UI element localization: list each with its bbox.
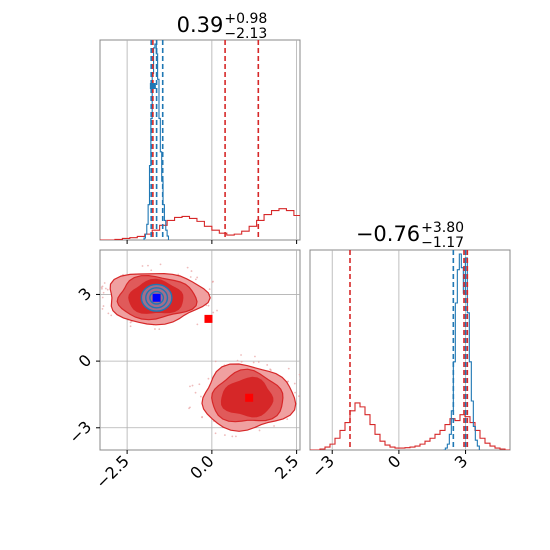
joint-sample-point: [102, 291, 105, 294]
joint-sample-point: [299, 377, 300, 379]
joint-sample-point: [287, 380, 290, 383]
joint-sample-point: [293, 382, 296, 385]
joint-sample-point: [240, 354, 242, 356]
joint-sample-point: [96, 284, 98, 286]
marginal-param2-red-hist: [310, 402, 510, 450]
joint-sample-point: [212, 280, 214, 283]
joint-sample-point: [223, 434, 226, 436]
title-param2: −0.76: [356, 222, 420, 246]
title-param1-plus: +0.98: [224, 11, 267, 27]
joint-sample-point: [150, 269, 153, 272]
joint-sample-point: [214, 360, 217, 363]
joint-sample-point: [129, 321, 132, 324]
joint-sample-point: [196, 323, 199, 326]
joint-sample-point: [191, 384, 194, 387]
joint-sample-point: [257, 361, 260, 363]
joint-sample-point: [103, 282, 106, 284]
joint-sample-point: [294, 391, 297, 394]
joint-sample-point: [101, 296, 104, 299]
joint-sample-point: [252, 361, 255, 364]
marginal-param1-blue-marker: [149, 83, 156, 89]
joint-blue-contour-1: [145, 287, 169, 309]
joint-sample-point: [207, 304, 210, 307]
joint-sample-point: [212, 311, 215, 314]
joint-sample-point: [301, 390, 303, 392]
joint-sample-point: [216, 309, 218, 312]
joint-sample-point: [129, 325, 132, 328]
joint-sample-point: [101, 285, 104, 288]
joint-sample-point: [198, 383, 201, 386]
joint-sample-point: [104, 287, 107, 290]
joint-frame: [99, 249, 301, 451]
joint-sample-point: [101, 307, 104, 310]
joint-y-tick-label-1: 0: [75, 351, 96, 372]
joint-sample-point: [269, 369, 272, 371]
joint-sample-point: [304, 395, 306, 397]
joint-sample-point: [147, 264, 149, 267]
title-param2-minus: −1.17: [421, 235, 464, 251]
joint-x-tick-label-2: 2.5: [271, 451, 302, 482]
joint-sample-point: [106, 288, 109, 291]
joint-sample-point: [287, 367, 290, 370]
joint-x-tick-label-0: −2.5: [92, 451, 133, 492]
title-param2-plus: +3.80: [421, 220, 464, 236]
joint-sample-point: [201, 416, 203, 419]
joint-sample-point: [236, 359, 239, 362]
joint-sample-point: [102, 305, 105, 307]
joint-sample-point: [208, 288, 211, 291]
title-param2-main: −0.76: [356, 222, 420, 246]
title-param1-main: 0.39: [177, 13, 224, 37]
joint-sample-point: [158, 328, 161, 331]
marginal-param2-blue-hist: [443, 253, 480, 450]
joint-sample-point: [189, 276, 192, 278]
joint-y-tick-label-0: −3: [65, 417, 95, 447]
joint-sample-point: [266, 364, 269, 366]
joint-sample-point: [240, 360, 243, 363]
joint-sample-point: [286, 418, 289, 421]
joint-sample-point: [194, 391, 197, 394]
marginal-param2-x-tick-label-1: 0: [384, 451, 405, 472]
joint-sample-point: [258, 429, 261, 432]
marginal-param2-x-tick-label-2: 3: [451, 451, 472, 472]
joint-sample-point: [298, 395, 300, 398]
joint-sample-point: [186, 266, 189, 269]
joint-y-tick-label-2: 3: [75, 284, 96, 305]
joint-sample-point: [188, 407, 190, 410]
joint-sample-point: [199, 395, 202, 398]
joint-sample-point: [159, 263, 162, 266]
joint-sample-point: [141, 265, 144, 267]
joint-sample-point: [190, 270, 193, 272]
joint-sample-point: [154, 328, 156, 330]
joint-sample-point: [214, 432, 217, 435]
joint-sample-point: [231, 435, 234, 438]
joint-sample-point: [110, 314, 113, 317]
joint-red-marker-1: [245, 393, 254, 402]
title-param1-minus: −2.13: [224, 26, 267, 42]
marginal-param1-frame: [99, 39, 301, 241]
joint-sample-point: [196, 276, 199, 279]
joint-sample-point: [101, 287, 103, 290]
marginal-param2-x-tick-label-0: −3: [308, 451, 338, 481]
joint-sample-point: [107, 312, 110, 315]
joint-blue-contour-2: [149, 290, 165, 305]
joint-red-marker-0: [204, 314, 213, 323]
joint-sample-point: [194, 278, 197, 281]
marginal-param2-frame: [309, 249, 511, 451]
joint-sample-point: [207, 377, 210, 380]
joint-sample-point: [298, 373, 300, 376]
joint-sample-point: [235, 435, 237, 438]
joint-sample-point: [273, 425, 275, 427]
joint-x-tick-label-1: 0.0: [186, 451, 217, 482]
title-param1: 0.39: [177, 13, 224, 37]
joint-sample-point: [254, 355, 256, 358]
marginal-param1-red-hist: [100, 208, 300, 240]
joint-sample-point: [189, 385, 191, 388]
joint-blue-marker: [152, 293, 161, 302]
joint-sample-point: [96, 295, 98, 297]
